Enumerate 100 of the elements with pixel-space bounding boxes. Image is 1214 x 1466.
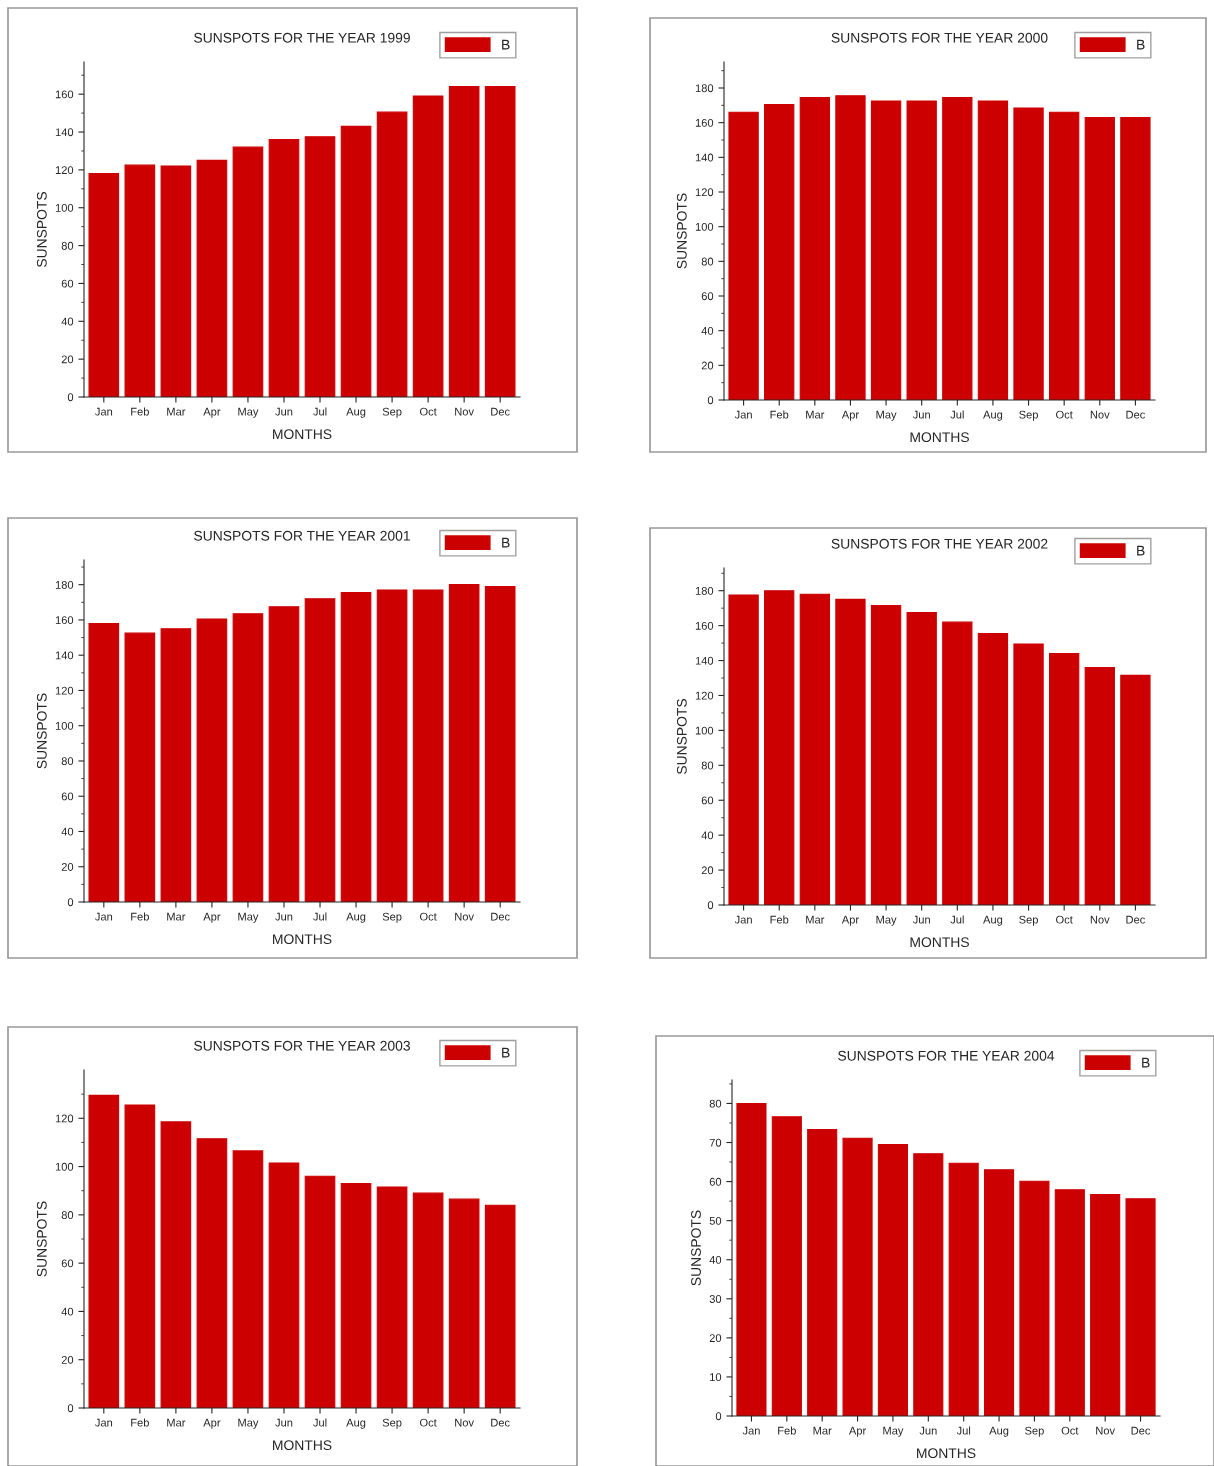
bar <box>340 125 372 397</box>
y-tick-label: 40 <box>709 1255 722 1264</box>
x-tick-label: Feb <box>131 407 149 416</box>
bar <box>728 594 759 905</box>
bar <box>1120 116 1151 400</box>
x-tick-label: Nov <box>1090 410 1110 419</box>
x-tick-label: Sep <box>1019 410 1038 421</box>
bar <box>942 621 973 905</box>
x-axis-title: MONTHS <box>910 937 969 948</box>
bar <box>448 86 480 397</box>
x-tick-label: Apr <box>203 407 221 418</box>
y-tick-label: 60 <box>61 1259 74 1268</box>
x-tick-label: Jul <box>313 912 327 921</box>
y-tick-label: 30 <box>709 1295 722 1303</box>
bar <box>1049 111 1080 400</box>
y-tick-label: 160 <box>695 118 714 127</box>
bar <box>1013 643 1044 905</box>
x-tick-label: Nov <box>455 1418 474 1427</box>
x-tick-label: Sep <box>382 912 402 923</box>
x-tick-label: May <box>238 1418 259 1429</box>
y-tick-label: 180 <box>55 580 74 589</box>
bar <box>88 622 120 902</box>
x-axis-title: MONTHS <box>910 432 969 443</box>
y-tick-label: 140 <box>55 651 74 660</box>
x-tick-label: Dec <box>491 912 510 921</box>
y-tick-label: 0 <box>707 396 714 405</box>
x-tick-label: Nov <box>1090 915 1110 924</box>
x-tick-label: Jan <box>95 1418 113 1427</box>
y-tick-label: 100 <box>55 1162 74 1171</box>
bar <box>124 1104 156 1408</box>
y-tick-label: 0 <box>715 1412 722 1421</box>
y-tick-label: 60 <box>61 792 74 801</box>
bar <box>728 111 759 400</box>
bar <box>232 146 264 397</box>
bar <box>412 1192 444 1408</box>
x-tick-label: Jul <box>950 410 964 419</box>
y-tick-label: 80 <box>709 1099 722 1108</box>
bar <box>340 1182 372 1408</box>
y-tick-label: 20 <box>61 863 74 871</box>
x-axis-title: MONTHS <box>273 1440 332 1451</box>
y-tick-label: 100 <box>695 726 714 735</box>
y-tick-label: 0 <box>67 898 74 907</box>
bar <box>448 1198 480 1408</box>
x-tick-label: Aug <box>983 915 1003 926</box>
y-tick-label: 80 <box>61 241 74 250</box>
x-axis-title: MONTHS <box>917 1448 976 1459</box>
y-tick-label: 0 <box>67 393 74 402</box>
x-tick-label: Apr <box>203 1418 221 1429</box>
y-tick-label: 160 <box>695 621 714 630</box>
x-tick-label: Dec <box>1126 915 1145 924</box>
bar <box>799 593 830 905</box>
y-tick-label: 140 <box>695 153 714 162</box>
y-axis-title: SUNSPOTS <box>691 1210 701 1286</box>
x-tick-label: Dec <box>1131 1426 1151 1435</box>
x-tick-label: Dec <box>491 407 510 416</box>
bar <box>948 1162 979 1416</box>
bar <box>196 1138 228 1408</box>
x-tick-label: Oct <box>1056 915 1073 924</box>
bar <box>977 100 1009 400</box>
bar <box>124 164 156 397</box>
y-tick-label: 20 <box>709 1334 722 1342</box>
bar <box>484 86 516 397</box>
y-tick-label: 160 <box>55 90 74 99</box>
bar <box>1054 1189 1085 1416</box>
x-tick-label: Sep <box>1025 1426 1044 1437</box>
x-tick-label: Sep <box>1019 915 1038 926</box>
x-tick-label: Mar <box>806 915 825 924</box>
y-tick-label: 80 <box>701 761 714 770</box>
bar <box>736 1102 767 1416</box>
x-tick-label: May <box>883 1426 904 1437</box>
x-tick-label: Feb <box>770 410 789 419</box>
bar <box>376 111 408 397</box>
bar <box>835 95 866 400</box>
y-tick-label: 50 <box>709 1216 722 1225</box>
x-tick-label: Jul <box>956 1426 971 1435</box>
bar <box>88 1094 120 1408</box>
x-tick-label: May <box>876 410 897 421</box>
y-tick-label: 100 <box>55 204 74 212</box>
bar <box>196 159 228 397</box>
x-tick-label: Dec <box>491 1418 510 1427</box>
bar <box>1013 107 1044 400</box>
y-tick-label: 60 <box>701 796 714 805</box>
y-tick-label: 180 <box>695 84 714 93</box>
x-tick-label: Mar <box>167 1418 186 1427</box>
bar <box>124 632 156 902</box>
y-tick-label: 120 <box>695 188 714 197</box>
y-axis-title: SUNSPOTS <box>36 191 47 268</box>
bar <box>304 598 336 902</box>
x-tick-label: Mar <box>813 1426 832 1435</box>
x-tick-label: May <box>238 912 259 923</box>
y-tick-label: 40 <box>61 1307 74 1316</box>
x-tick-label: Mar <box>167 912 186 921</box>
bar <box>1084 666 1115 905</box>
x-axis-title: MONTHS <box>273 429 332 440</box>
bar <box>1084 116 1115 400</box>
x-tick-label: Jun <box>912 410 930 419</box>
y-tick-label: 120 <box>55 686 74 695</box>
y-axis-title: SUNSPOTS <box>36 1201 47 1277</box>
y-tick-label: 60 <box>61 279 74 288</box>
bar <box>160 628 192 902</box>
